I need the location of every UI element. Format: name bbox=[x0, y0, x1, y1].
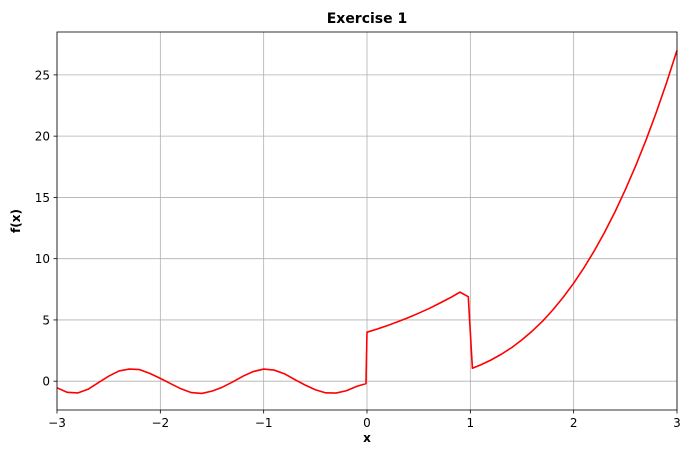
x-tick-label: 2 bbox=[570, 416, 578, 430]
y-axis-label: f(x) bbox=[9, 209, 23, 233]
y-tick-label: 5 bbox=[42, 313, 50, 327]
x-axis-label: x bbox=[363, 431, 371, 445]
y-tick-label: 10 bbox=[35, 252, 50, 266]
x-tick-label: 1 bbox=[467, 416, 475, 430]
y-tick-label: 20 bbox=[35, 130, 50, 144]
series-layer bbox=[56, 50, 678, 395]
y-tick-label: 0 bbox=[42, 375, 50, 389]
grid bbox=[56, 32, 678, 410]
x-tick-label: −2 bbox=[151, 416, 169, 430]
x-tick-label: 3 bbox=[673, 416, 681, 430]
series-line bbox=[56, 50, 678, 395]
x-tick-label: −1 bbox=[255, 416, 273, 430]
chart-title: Exercise 1 bbox=[327, 11, 408, 27]
ticks: −3 −2 −1 0 1 2 3 0 5 10 15 20 25 bbox=[35, 68, 681, 430]
x-tick-label: 0 bbox=[363, 416, 371, 430]
x-tick-label: −3 bbox=[48, 416, 66, 430]
y-tick-label: 25 bbox=[35, 68, 50, 82]
y-tick-label: 15 bbox=[35, 191, 50, 205]
